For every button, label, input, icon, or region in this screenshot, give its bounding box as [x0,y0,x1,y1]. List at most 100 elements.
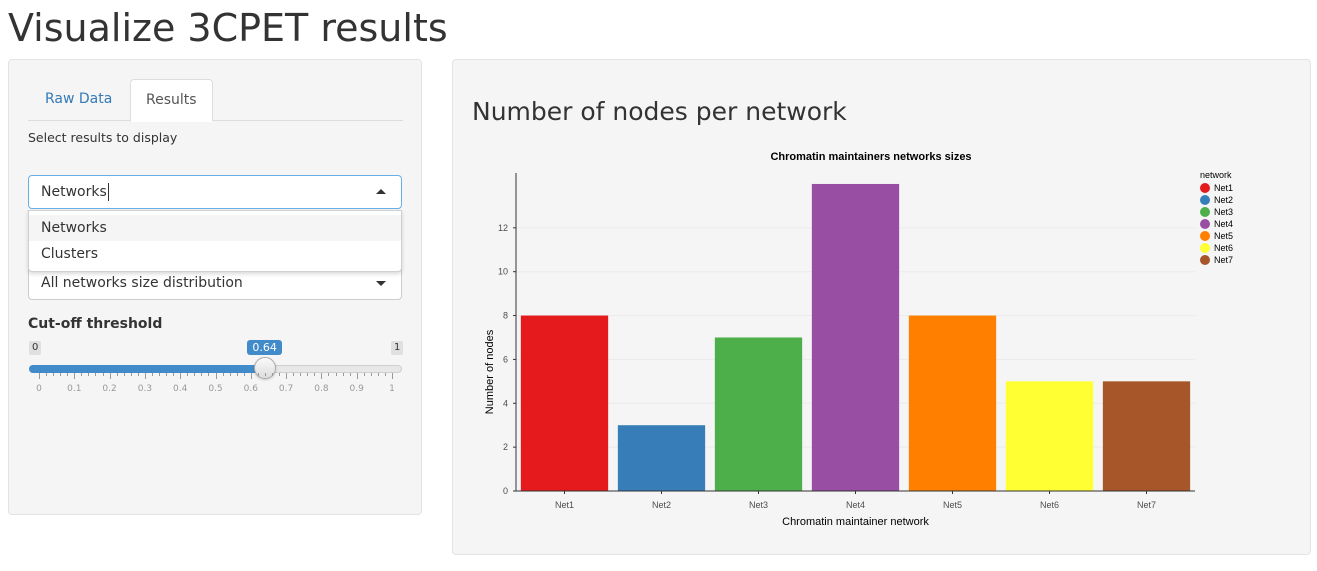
select-results-label: Select results to display [28,130,178,145]
slider-tick-label: 0.2 [102,384,117,394]
slider-tick-minor [349,373,351,376]
slider-tick-label: 0.7 [278,384,294,394]
x-tick-label: Net2 [652,500,671,510]
slider-tick-minor [236,373,238,376]
slider-fill [29,365,265,373]
slider-tick-minor [173,373,175,376]
legend-label: Net4 [1214,219,1233,229]
slider-tick-label: 1 [389,384,395,394]
slider-tick-major [144,373,146,379]
slider-tick-minor [279,373,281,376]
y-tick-label: 6 [503,354,508,364]
slider-tick-minor [130,373,132,376]
bar-net1 [520,315,609,491]
sidebar-panel: Raw Data Results Select results to displ… [8,59,422,515]
slider-tick-minor [342,373,344,376]
slider-label: Cut-off threshold [28,316,163,332]
slider-tick-minor [95,373,97,376]
slider-tick-minor [271,373,273,376]
legend-swatch-net5 [1200,231,1210,241]
slider-tick-label: 0.6 [243,384,258,394]
bar-net5 [908,315,997,491]
slider-tick-minor [222,373,224,376]
slider-tick-major [180,373,182,379]
slider-tick-minor [377,373,379,376]
slider-tick-minor [384,373,386,376]
tab-bar: Raw Data Results [28,79,403,122]
caret-up-icon [376,189,386,194]
slider-tick-label: 0 [36,384,42,394]
y-tick-label: 0 [503,486,508,496]
slider-value-label: 0.64 [247,340,282,355]
plot-type-select-value: All networks size distribution [41,275,243,291]
results-select[interactable]: Networks [28,175,402,209]
slider-tick-minor [81,373,83,376]
text-cursor [107,183,109,201]
slider-tick-minor [46,373,48,376]
slider-tick-minor [151,373,153,376]
slider-tick-major [39,373,40,379]
slider-min-label: 0 [29,341,42,355]
slider-tick-minor [67,373,69,376]
bar-net6 [1005,381,1094,491]
legend-swatch-net4 [1200,219,1210,229]
slider-tick-minor [363,373,365,376]
slider-tick-minor [229,373,231,376]
legend-label: Net1 [1214,183,1233,193]
tab-raw-data[interactable]: Raw Data [45,91,113,107]
slider-tick-minor [137,373,139,376]
bar-net3 [714,337,803,491]
slider-handle[interactable] [253,357,276,379]
slider-tick-minor [187,373,189,376]
x-tick-label: Net7 [1137,500,1156,510]
legend-label: Net5 [1214,231,1233,241]
bar-net2 [617,425,706,491]
slider-tick-label: 0.4 [173,384,188,394]
slider-tick-minor [307,373,309,376]
slider-tick-major [321,373,323,379]
slider-ticks: 0 0.1 0.2 0.3 0.4 0.5 0.6 0.7 0.8 0.9 1 [29,373,402,394]
x-tick-label: Net1 [555,500,574,510]
slider-tick-label: 0.3 [137,384,153,394]
dropdown-option-clusters[interactable]: Clusters [41,246,98,262]
y-tick-label: 10 [498,267,508,277]
legend-title: network [1200,170,1232,180]
legend-label: Net2 [1214,195,1233,205]
main-heading: Number of nodes per network [472,97,847,126]
slider-tick-label: 0.8 [314,384,329,394]
slider-tick-minor [300,373,302,376]
bar-net4 [811,183,900,491]
slider-tick-label: 0.9 [349,384,364,394]
y-tick-label: 8 [503,311,508,321]
slider-tick-minor [60,373,62,376]
slider-tick-label: 0.5 [208,384,223,394]
x-tick-label: Net6 [1040,500,1059,510]
legend-swatch-net1 [1200,183,1210,193]
y-tick-label: 12 [498,223,508,233]
slider-tick-major [286,373,288,379]
legend-label: Net6 [1214,243,1233,253]
slider-tick-minor [116,373,118,376]
slider-tick-minor [208,373,210,376]
slider-tick-major [250,373,252,379]
slider-tick-major [392,373,393,379]
slider-tick-major [215,373,217,379]
dropdown-option-networks[interactable]: Networks [29,215,401,241]
slider-tick-minor [166,373,168,376]
slider-tick-minor [88,373,90,376]
main-panel: Number of nodes per network Net1 Net2 Net3… [452,59,1311,555]
bar-net7 [1102,381,1191,491]
slider-tick-minor [243,373,245,376]
caret-down-icon [376,281,386,286]
legend-swatch-net6 [1200,243,1210,253]
legend-swatch-net3 [1200,207,1210,217]
legend-swatch-net2 [1200,195,1210,205]
tab-results[interactable]: Results [130,79,213,122]
x-tick-label: Net4 [846,500,865,510]
bar-chart: Net1 Net2 Net3 Net4 Net5 Net6 Net7 0 2 4 6 8 10 12 Chr… [484,151,1233,528]
chart-title: Chromatin maintainers networks sizes [770,151,971,163]
slider-tick-minor [328,373,330,376]
slider-tick-minor [194,373,196,376]
slider-tick-minor [335,373,337,376]
slider-tick-minor [264,373,266,376]
